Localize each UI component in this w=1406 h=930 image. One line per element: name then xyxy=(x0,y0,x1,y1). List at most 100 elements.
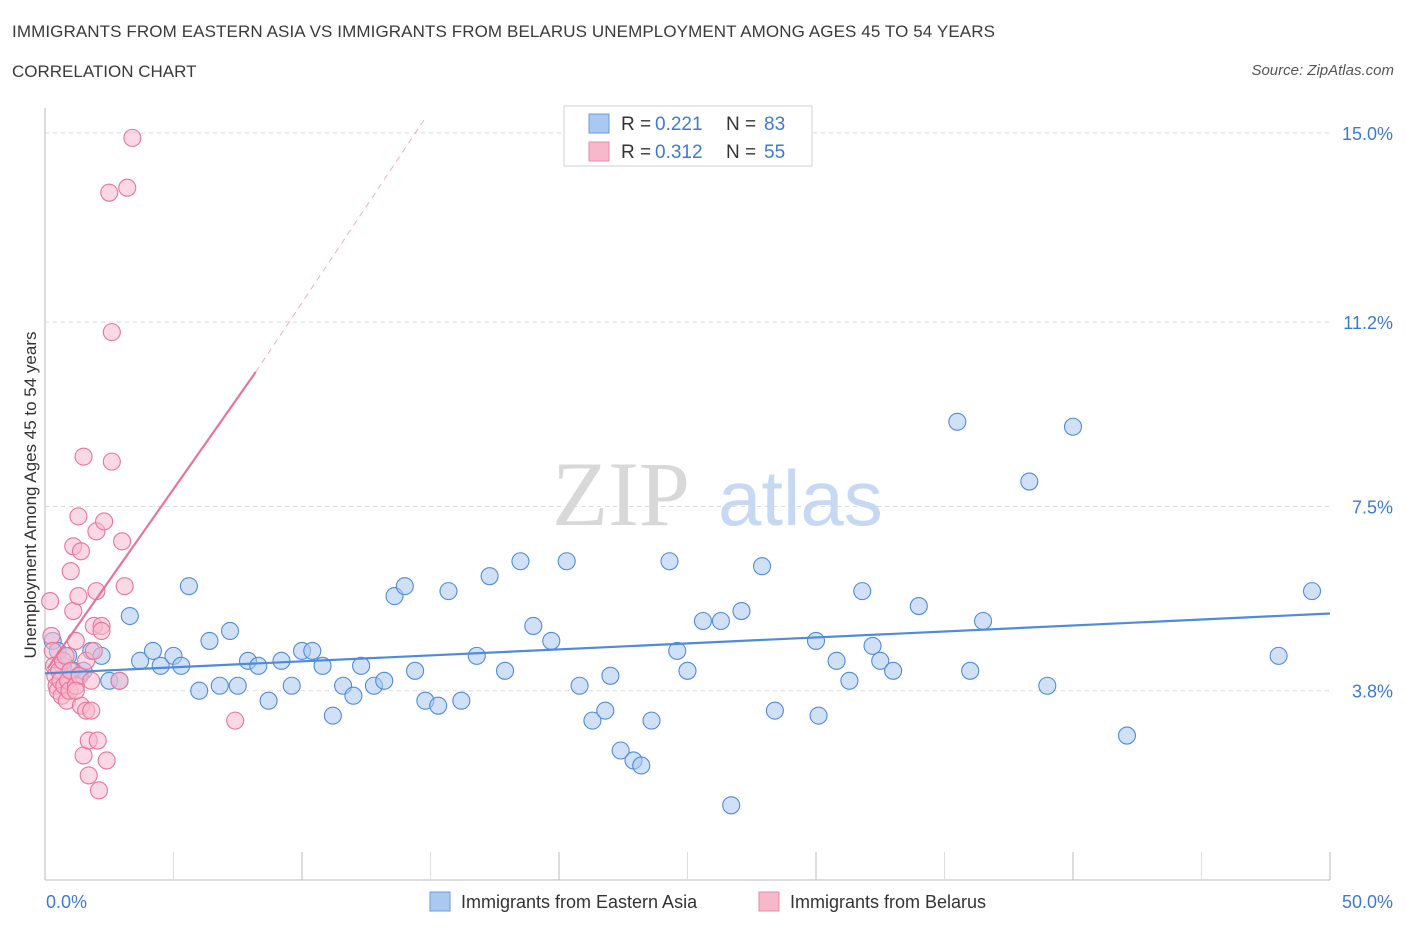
point-belarus xyxy=(92,621,111,641)
point-eastern-asia xyxy=(395,577,414,596)
stats-r-value-2: 0.312 xyxy=(655,142,703,163)
stats-r-label-2: R = xyxy=(621,142,651,163)
point-belarus xyxy=(115,577,134,596)
series-legend-label-blue: Immigrants from Eastern Asia xyxy=(461,892,698,912)
point-eastern-asia xyxy=(511,552,530,571)
x-tick-label-max: 50.0% xyxy=(1342,892,1393,912)
point-eastern-asia xyxy=(1117,726,1137,745)
point-eastern-asia xyxy=(303,641,322,660)
point-eastern-asia xyxy=(948,412,967,431)
point-eastern-asia xyxy=(570,676,589,695)
point-eastern-asia xyxy=(660,552,679,571)
point-eastern-asia xyxy=(596,701,615,720)
point-eastern-asia xyxy=(524,616,543,636)
stats-r-label-1: R = xyxy=(621,114,651,135)
stats-n-value-2: 55 xyxy=(764,142,785,163)
series-legend: Immigrants from Eastern Asia Immigrants … xyxy=(429,891,986,912)
point-eastern-asia xyxy=(429,696,448,715)
point-belarus xyxy=(82,701,101,720)
series-legend-swatch-blue xyxy=(429,891,451,912)
trend-line-eastern-asia xyxy=(44,612,1331,675)
point-eastern-asia xyxy=(871,651,890,670)
point-eastern-asia xyxy=(220,621,240,641)
point-eastern-asia xyxy=(601,666,620,685)
point-eastern-asia xyxy=(480,567,499,586)
point-eastern-asia xyxy=(439,582,458,601)
point-eastern-asia xyxy=(732,601,751,621)
point-eastern-asia xyxy=(375,671,394,690)
source-credit: Source: ZipAtlas.com xyxy=(1251,62,1394,79)
point-eastern-asia xyxy=(120,606,139,626)
y-tick-label: 3.8% xyxy=(1352,682,1393,702)
point-belarus xyxy=(74,447,93,466)
point-belarus xyxy=(95,512,114,531)
trend-extension-belarus xyxy=(255,117,426,373)
point-belarus xyxy=(82,671,101,690)
point-belarus xyxy=(79,766,98,785)
point-eastern-asia xyxy=(693,611,712,631)
point-eastern-asia xyxy=(611,741,630,760)
y-tick-label: 7.5% xyxy=(1352,497,1393,517)
chart-subtitle: CORRELATION CHART xyxy=(12,62,197,81)
point-eastern-asia xyxy=(1302,582,1322,601)
trend-line-belarus xyxy=(46,371,257,669)
point-eastern-asia xyxy=(282,676,301,695)
stats-swatch-pink xyxy=(588,141,610,162)
point-belarus xyxy=(89,781,109,800)
point-eastern-asia xyxy=(452,691,471,710)
axis-layer xyxy=(44,108,1331,881)
point-eastern-asia xyxy=(190,681,209,700)
stats-swatch-blue xyxy=(588,113,610,134)
grid-layer xyxy=(45,132,1330,692)
point-eastern-asia xyxy=(722,796,741,815)
point-eastern-asia xyxy=(863,636,882,655)
point-eastern-asia xyxy=(853,582,872,601)
point-belarus xyxy=(42,626,61,645)
point-eastern-asia xyxy=(583,711,602,730)
series-legend-label-pink: Immigrants from Belarus xyxy=(790,892,986,912)
point-eastern-asia xyxy=(1269,646,1288,665)
point-eastern-asia xyxy=(323,706,342,725)
y-tick-labels: 3.8% 7.5% 11.2% 15.0% xyxy=(1342,124,1393,702)
point-eastern-asia xyxy=(344,686,363,705)
point-eastern-asia xyxy=(542,631,561,650)
point-belarus xyxy=(100,183,119,202)
stats-n-label-2: N = xyxy=(726,142,756,163)
point-eastern-asia xyxy=(642,711,661,730)
point-belarus xyxy=(118,178,137,197)
y-tick-label: 15.0% xyxy=(1342,124,1393,144)
stats-n-value-1: 83 xyxy=(764,114,785,135)
point-eastern-asia xyxy=(210,676,229,695)
point-belarus xyxy=(226,711,245,730)
point-belarus xyxy=(102,452,121,471)
point-eastern-asia xyxy=(151,656,170,675)
point-eastern-asia xyxy=(973,611,993,631)
stats-legend: R = 0.221 N = 83 R = 0.312 N = 55 xyxy=(563,105,813,167)
point-eastern-asia xyxy=(228,676,247,695)
trend-layer xyxy=(44,117,1331,675)
point-belarus xyxy=(61,562,80,581)
watermark-atlas: atlas xyxy=(718,454,883,542)
point-eastern-asia xyxy=(806,631,826,650)
point-belarus xyxy=(110,671,129,690)
point-eastern-asia xyxy=(827,651,846,670)
point-eastern-asia xyxy=(809,706,828,725)
point-eastern-asia xyxy=(467,646,486,665)
point-eastern-asia xyxy=(1020,472,1039,491)
point-eastern-asia xyxy=(678,661,697,680)
point-belarus xyxy=(66,681,85,700)
point-eastern-asia xyxy=(272,651,291,670)
point-eastern-asia xyxy=(961,661,980,680)
point-belarus xyxy=(69,507,88,526)
point-eastern-asia xyxy=(668,641,687,660)
point-belarus xyxy=(113,532,132,551)
point-eastern-asia xyxy=(909,597,928,616)
point-eastern-asia xyxy=(711,611,730,631)
watermark-zip: ZIP xyxy=(552,443,690,545)
watermark: ZIP atlas xyxy=(552,443,883,545)
x-tick-label-min: 0.0% xyxy=(46,892,87,912)
chart-title: IMMIGRANTS FROM EASTERN ASIA VS IMMIGRAN… xyxy=(12,22,996,41)
stats-r-value-1: 0.221 xyxy=(655,114,703,135)
point-eastern-asia xyxy=(259,691,278,710)
